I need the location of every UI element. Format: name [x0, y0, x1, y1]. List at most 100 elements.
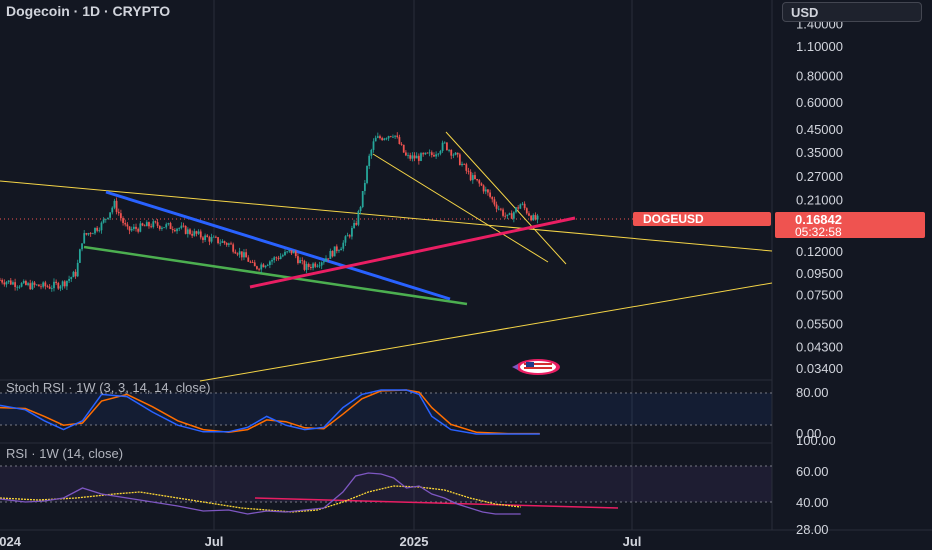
candle-body [353, 223, 355, 229]
price-tick-1: 1.10000 [796, 39, 843, 54]
candle-body [534, 215, 537, 220]
candle-body [81, 243, 83, 250]
candle-body [256, 266, 258, 269]
candle-body [253, 262, 256, 267]
candle-body [409, 155, 412, 159]
candle-body [433, 154, 435, 157]
blue-trendline[interactable] [105, 190, 451, 301]
candle-body [74, 271, 77, 277]
candle-body [137, 228, 140, 232]
candle-body [76, 262, 79, 277]
candle-body [240, 251, 243, 258]
time-tick-0: 2024 [0, 534, 22, 549]
candle-body [167, 223, 170, 225]
candle-body [204, 235, 207, 241]
candle-body [348, 235, 351, 237]
candle-body [230, 243, 232, 245]
candle-body [268, 261, 271, 266]
stoch-rsi-label[interactable]: Stoch RSI · 1W (3, 3, 14, 14, close) [6, 380, 211, 395]
candle-body [495, 204, 498, 209]
rsi-tick-2: 40.00 [796, 495, 829, 510]
candle-body [448, 149, 450, 151]
price-axis[interactable]: 1.400001.100000.800000.600000.450000.350… [796, 17, 843, 376]
green-trendline[interactable] [83, 245, 468, 306]
candle-body [120, 213, 122, 219]
candle-body [407, 155, 409, 156]
candle-body [480, 183, 483, 186]
us-flag-icon[interactable] [512, 358, 562, 376]
candle-body [202, 237, 204, 241]
candle-body [465, 164, 468, 171]
candle-body [316, 265, 319, 267]
candle-countdown: 05:32:58 [795, 225, 842, 239]
candle-body [297, 256, 299, 264]
candle-body [366, 166, 368, 183]
candle-body [132, 226, 135, 229]
candle-body [212, 236, 215, 238]
price-candles[interactable] [0, 132, 539, 292]
candle-body [314, 263, 317, 267]
candle-body [124, 222, 127, 225]
candle-body [338, 250, 340, 252]
chart-title: Dogecoin · 1D · CRYPTO [6, 3, 171, 19]
candle-body [385, 138, 388, 140]
candle-body [279, 256, 282, 260]
candle-body [396, 135, 399, 138]
candle-body [128, 226, 131, 231]
candle-body [186, 229, 189, 234]
candle-body [504, 215, 507, 217]
candle-body [530, 215, 533, 221]
candle-body [27, 283, 29, 285]
candle-body [57, 283, 60, 289]
candle-body [206, 235, 209, 238]
candle-body [104, 218, 107, 220]
time-tick-3: Jul [623, 534, 642, 549]
candle-body [91, 233, 94, 235]
candle-body [340, 248, 343, 251]
candle-body [361, 191, 364, 208]
candle-body [12, 282, 14, 285]
candle-body [87, 233, 90, 235]
rsi-line [0, 472, 521, 515]
candle-body [437, 153, 440, 155]
rsi-label[interactable]: RSI · 1W (14, close) [6, 446, 124, 461]
yellow-trendlines[interactable] [0, 131, 773, 382]
candle-body [294, 251, 297, 257]
candle-body [446, 142, 448, 151]
candle-body [476, 178, 479, 181]
candle-body [271, 260, 273, 262]
candle-body [210, 237, 213, 242]
candle-body [14, 282, 17, 287]
candle-body [173, 230, 176, 232]
rsi-pink-trendline[interactable] [254, 497, 619, 509]
candle-body [260, 264, 263, 270]
time-axis[interactable]: 2024 Jul 2025 Jul [0, 534, 641, 549]
candle-body [111, 207, 114, 213]
candle-body [487, 189, 489, 193]
candle-body [439, 150, 442, 154]
pink-trendline[interactable] [249, 216, 576, 289]
rsi-tick-3: 28.00 [796, 522, 829, 537]
price-tick-2: 0.80000 [796, 68, 843, 83]
candle-body [471, 175, 474, 181]
candle-body [16, 286, 19, 288]
candle-body [497, 208, 500, 210]
candle-body [327, 258, 330, 260]
candle-body [55, 281, 58, 284]
currency-button[interactable]: USD [782, 2, 922, 22]
candle-body [411, 155, 414, 159]
candle-body [277, 258, 280, 260]
candle-body [519, 204, 522, 209]
candle-body [528, 213, 530, 216]
candle-body [154, 221, 157, 223]
price-tick-7: 0.21000 [796, 192, 843, 207]
candle-body [0, 279, 1, 281]
rsi-tick-1: 60.00 [796, 464, 829, 479]
candle-body [122, 218, 124, 223]
price-tick-5: 0.35000 [796, 145, 843, 160]
candle-body [322, 261, 325, 263]
candle-body [452, 154, 455, 156]
candle-body [368, 155, 371, 167]
candle-body [247, 257, 250, 262]
